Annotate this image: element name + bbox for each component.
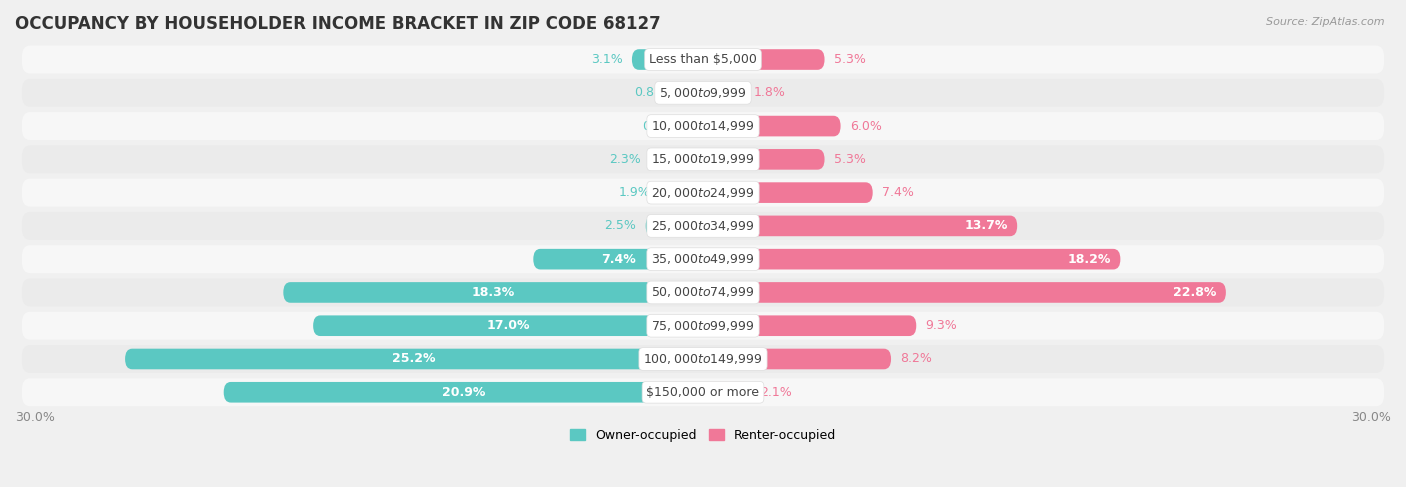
Text: 2.1%: 2.1% bbox=[761, 386, 792, 399]
Text: 5.3%: 5.3% bbox=[834, 153, 866, 166]
Text: $100,000 to $149,999: $100,000 to $149,999 bbox=[644, 352, 762, 366]
FancyBboxPatch shape bbox=[22, 179, 1384, 206]
Text: $150,000 or more: $150,000 or more bbox=[647, 386, 759, 399]
Text: Source: ZipAtlas.com: Source: ZipAtlas.com bbox=[1267, 17, 1385, 27]
FancyBboxPatch shape bbox=[224, 382, 703, 403]
Text: 25.2%: 25.2% bbox=[392, 353, 436, 365]
Text: 5.3%: 5.3% bbox=[834, 53, 866, 66]
Text: 22.8%: 22.8% bbox=[1174, 286, 1216, 299]
Text: 8.2%: 8.2% bbox=[900, 353, 932, 365]
Text: 30.0%: 30.0% bbox=[15, 411, 55, 424]
Text: 3.1%: 3.1% bbox=[591, 53, 623, 66]
FancyBboxPatch shape bbox=[703, 182, 873, 203]
Text: 18.3%: 18.3% bbox=[471, 286, 515, 299]
FancyBboxPatch shape bbox=[703, 316, 917, 336]
Text: 20.9%: 20.9% bbox=[441, 386, 485, 399]
Text: $10,000 to $14,999: $10,000 to $14,999 bbox=[651, 119, 755, 133]
Text: 1.8%: 1.8% bbox=[754, 86, 786, 99]
Text: $75,000 to $99,999: $75,000 to $99,999 bbox=[651, 318, 755, 333]
Text: 9.3%: 9.3% bbox=[925, 319, 957, 332]
FancyBboxPatch shape bbox=[22, 46, 1384, 74]
FancyBboxPatch shape bbox=[703, 82, 744, 103]
FancyBboxPatch shape bbox=[22, 245, 1384, 273]
FancyBboxPatch shape bbox=[22, 112, 1384, 140]
Text: 13.7%: 13.7% bbox=[965, 220, 1008, 232]
FancyBboxPatch shape bbox=[683, 82, 703, 103]
FancyBboxPatch shape bbox=[703, 382, 751, 403]
FancyBboxPatch shape bbox=[125, 349, 703, 369]
FancyBboxPatch shape bbox=[645, 216, 703, 236]
FancyBboxPatch shape bbox=[692, 116, 703, 136]
FancyBboxPatch shape bbox=[22, 212, 1384, 240]
Text: $35,000 to $49,999: $35,000 to $49,999 bbox=[651, 252, 755, 266]
FancyBboxPatch shape bbox=[533, 249, 703, 269]
FancyBboxPatch shape bbox=[703, 216, 1017, 236]
FancyBboxPatch shape bbox=[650, 149, 703, 169]
Text: 7.4%: 7.4% bbox=[882, 186, 914, 199]
Text: 1.9%: 1.9% bbox=[619, 186, 650, 199]
Text: 0.88%: 0.88% bbox=[634, 86, 673, 99]
Text: $5,000 to $9,999: $5,000 to $9,999 bbox=[659, 86, 747, 100]
Text: 7.4%: 7.4% bbox=[600, 253, 636, 266]
Text: 2.3%: 2.3% bbox=[609, 153, 641, 166]
Legend: Owner-occupied, Renter-occupied: Owner-occupied, Renter-occupied bbox=[565, 424, 841, 447]
Text: 2.5%: 2.5% bbox=[605, 220, 637, 232]
FancyBboxPatch shape bbox=[659, 182, 703, 203]
Text: $15,000 to $19,999: $15,000 to $19,999 bbox=[651, 152, 755, 167]
FancyBboxPatch shape bbox=[703, 149, 824, 169]
FancyBboxPatch shape bbox=[22, 378, 1384, 406]
FancyBboxPatch shape bbox=[22, 312, 1384, 340]
FancyBboxPatch shape bbox=[703, 282, 1226, 303]
Text: $50,000 to $74,999: $50,000 to $74,999 bbox=[651, 285, 755, 300]
FancyBboxPatch shape bbox=[284, 282, 703, 303]
FancyBboxPatch shape bbox=[703, 249, 1121, 269]
Text: 6.0%: 6.0% bbox=[849, 120, 882, 132]
Text: OCCUPANCY BY HOUSEHOLDER INCOME BRACKET IN ZIP CODE 68127: OCCUPANCY BY HOUSEHOLDER INCOME BRACKET … bbox=[15, 15, 661, 33]
FancyBboxPatch shape bbox=[703, 116, 841, 136]
FancyBboxPatch shape bbox=[314, 316, 703, 336]
FancyBboxPatch shape bbox=[703, 349, 891, 369]
FancyBboxPatch shape bbox=[22, 79, 1384, 107]
Text: $25,000 to $34,999: $25,000 to $34,999 bbox=[651, 219, 755, 233]
Text: 17.0%: 17.0% bbox=[486, 319, 530, 332]
Text: 18.2%: 18.2% bbox=[1067, 253, 1111, 266]
FancyBboxPatch shape bbox=[703, 49, 824, 70]
Text: Less than $5,000: Less than $5,000 bbox=[650, 53, 756, 66]
FancyBboxPatch shape bbox=[22, 345, 1384, 373]
FancyBboxPatch shape bbox=[631, 49, 703, 70]
Text: 0.52%: 0.52% bbox=[643, 120, 682, 132]
Text: $20,000 to $24,999: $20,000 to $24,999 bbox=[651, 186, 755, 200]
FancyBboxPatch shape bbox=[22, 279, 1384, 306]
FancyBboxPatch shape bbox=[22, 146, 1384, 173]
Text: 30.0%: 30.0% bbox=[1351, 411, 1391, 424]
